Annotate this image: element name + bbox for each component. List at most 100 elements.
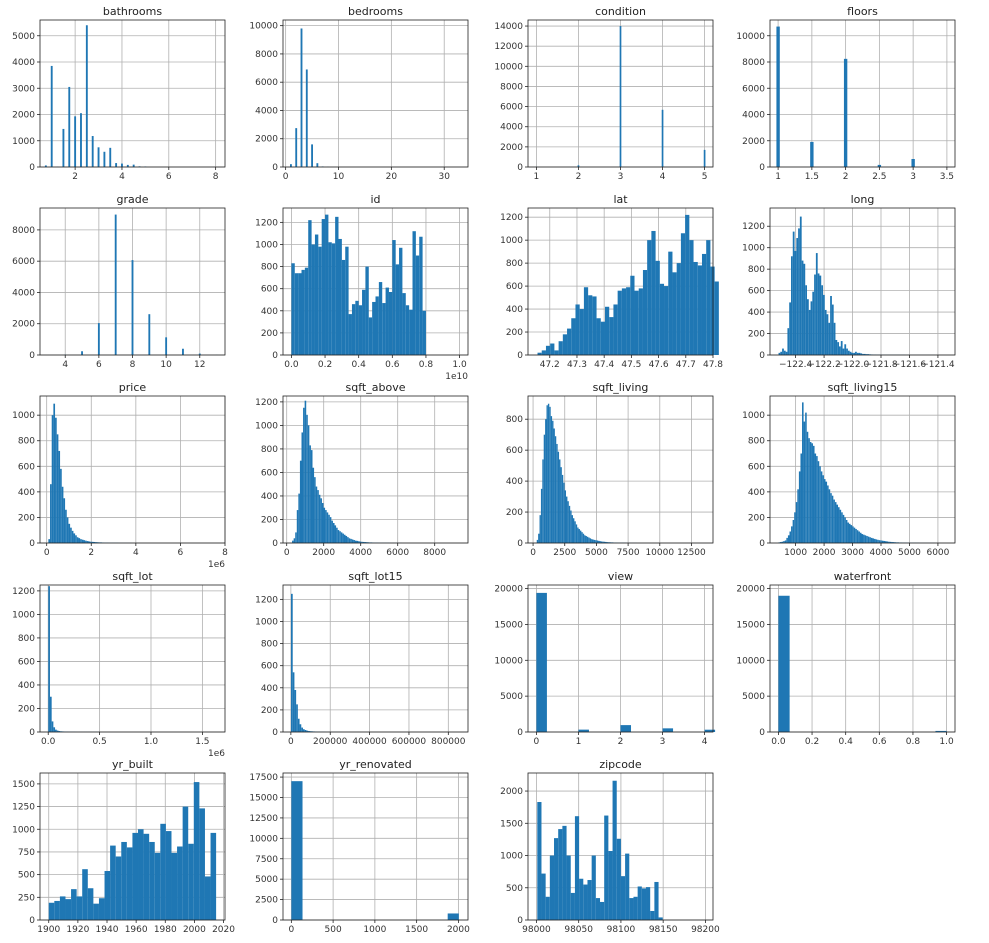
histogram-bar — [354, 540, 357, 543]
y-tick-label: 600 — [261, 662, 278, 672]
histogram-bar — [359, 541, 362, 543]
histogram-bar — [115, 163, 118, 167]
histogram-bar — [308, 731, 310, 732]
y-tick-label: 10000 — [249, 834, 278, 844]
histogram-bar — [541, 873, 546, 920]
histogram-bar — [812, 291, 815, 355]
histogram-bar — [595, 898, 601, 920]
histogram-bar — [356, 540, 359, 543]
histogram-bar — [826, 314, 829, 355]
histogram-bar — [321, 503, 324, 543]
x-tick-label: 500 — [325, 925, 342, 935]
histogram-bar — [318, 494, 321, 543]
histogram-bar — [210, 832, 217, 920]
histogram-bar — [599, 541, 601, 543]
subplot-title: floors — [847, 5, 878, 18]
x-tick-label: 3.5 — [940, 172, 954, 182]
histogram-bar — [596, 318, 601, 355]
bars — [536, 592, 716, 732]
histogram-bar — [538, 533, 540, 543]
y-tick-label: 400 — [261, 684, 278, 694]
x-tick-label: 3 — [660, 737, 666, 747]
histogram-bar — [93, 903, 99, 920]
histogram-bar — [859, 532, 862, 543]
y-tick-label: 800 — [18, 634, 35, 644]
histogram-bar — [50, 484, 52, 543]
histogram-bar — [617, 290, 622, 355]
histogram-bar — [794, 512, 796, 543]
histogram-bar — [806, 431, 809, 543]
histogram-bar — [853, 527, 856, 543]
subplot-title: grade — [117, 193, 149, 206]
histogram-bar — [51, 721, 54, 732]
x-tick-label: 5000 — [898, 548, 921, 558]
histogram-bar — [604, 306, 610, 355]
histogram-bar — [820, 471, 823, 543]
histogram-bar — [71, 530, 74, 543]
histogram-bar — [570, 892, 575, 920]
histogram-bar — [332, 523, 335, 543]
y-tick-label: 200 — [506, 328, 523, 338]
histogram-bar — [115, 856, 122, 920]
histogram-bar — [647, 240, 652, 355]
x-tick-label: 1.0 — [452, 360, 467, 370]
gridlines — [40, 585, 225, 733]
histogram-bar — [65, 509, 67, 543]
histogram-bar — [299, 724, 302, 732]
histogram-bar — [148, 314, 151, 355]
histogram-bar — [654, 881, 659, 920]
histogram-bar — [291, 593, 293, 732]
histogram-bar — [298, 493, 300, 543]
histogram-bar — [91, 541, 94, 543]
histogram-bar — [630, 275, 635, 355]
histogram-bar — [375, 296, 379, 355]
histogram-bar — [792, 231, 795, 355]
histogram-bar — [810, 141, 814, 167]
axes-frame — [769, 584, 956, 733]
y-tick-label: 4000 — [500, 123, 523, 133]
histogram-bar — [892, 542, 895, 543]
bars — [48, 403, 132, 543]
histogram-bar — [53, 403, 56, 543]
y-tick-label: 17500 — [249, 773, 278, 783]
histogram-bar — [348, 314, 352, 355]
histogram-bar — [889, 541, 892, 543]
y-tick-label: 20000 — [494, 585, 523, 595]
x-tick-label: 2 — [843, 172, 849, 182]
histogram-bar — [549, 855, 555, 920]
histogram-bar — [537, 352, 542, 355]
histogram-bar — [592, 296, 597, 355]
histogram-bar — [579, 309, 584, 355]
y-tick-label: 1250 — [12, 803, 35, 813]
histogram-bar — [791, 526, 793, 543]
histogram-bar — [66, 517, 69, 543]
histogram-bar — [80, 539, 82, 543]
histogram-bar — [70, 527, 72, 543]
histogram-bar — [415, 255, 420, 355]
x-tick-label: 4 — [660, 172, 666, 182]
y-tick-label: 0 — [272, 916, 278, 926]
histogram-bar — [325, 214, 329, 355]
histogram-bar — [311, 244, 315, 355]
x-tick-label: 400000 — [352, 737, 387, 747]
subplot-bedrooms: bedrooms 0 10 20 30 0 2000 4000 6000 8000 10000 — [249, 5, 469, 182]
histogram-bar — [50, 65, 53, 167]
histogram-bar — [543, 434, 546, 543]
x-tick-label: 20 — [386, 172, 398, 182]
histogram-bar — [828, 489, 831, 543]
histogram-bar — [574, 521, 576, 543]
histogram-bar — [54, 900, 60, 920]
histogram-bar — [339, 531, 341, 543]
histogram-bar — [833, 499, 835, 543]
histogram-bar — [73, 533, 76, 543]
histogram-bar — [620, 725, 632, 732]
histogram-bar — [575, 304, 580, 355]
histogram-bar — [598, 540, 600, 543]
histogram-bar — [114, 214, 117, 355]
histogram-bar — [540, 488, 543, 543]
histogram-bar — [785, 351, 788, 355]
y-tick-label: 10000 — [249, 22, 278, 32]
x-tick-label: 0.8 — [419, 360, 434, 370]
histogram-bar — [304, 267, 309, 355]
